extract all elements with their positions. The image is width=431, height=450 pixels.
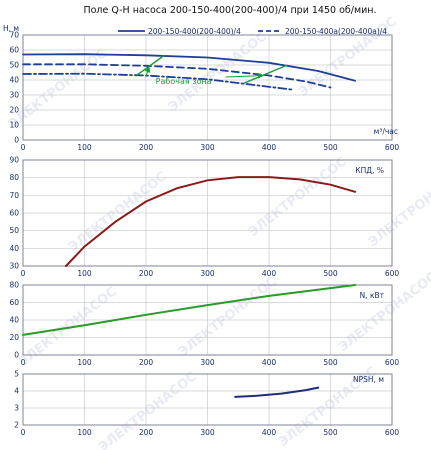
x-tick-label: 0: [21, 358, 26, 367]
x-tick-label: 500: [323, 269, 338, 278]
plot-frame: [22, 159, 393, 267]
legend-label: 200-150-400a(200-400a)/4: [285, 27, 387, 36]
y-tick-label: 40: [9, 316, 19, 325]
y-tick-label: 40: [9, 244, 19, 253]
y-tick-label: 10: [9, 121, 19, 130]
y-tick-label: 50: [9, 226, 19, 235]
y-tick-label: 0: [14, 136, 19, 145]
y-tick-label: 20: [9, 333, 19, 342]
series-line: [234, 386, 320, 398]
y-tick-label: 90: [9, 156, 19, 165]
x-tick-label: 200: [139, 269, 154, 278]
panel-q-h: 0 10 20 30 40 50 60 70 0 100 200 300 400 500 600 H, м м³…: [3, 24, 399, 152]
series-line: [22, 284, 357, 336]
x-tick-label: 500: [323, 428, 338, 437]
y-tick-label: 40: [9, 76, 19, 85]
y-tick-label: 60: [9, 209, 19, 218]
panel-npsh: 2 3 4 5 0 100 200 300 400 500 600 NPSH, м: [14, 370, 399, 438]
y-tick-label: 60: [9, 298, 19, 307]
y-tick-label: 3: [14, 404, 19, 413]
x-axis-label: м³/час: [374, 127, 398, 136]
work-zone-arrow: [225, 72, 264, 79]
x-tick-label: 600: [385, 143, 400, 152]
work-zone-boundary: [136, 54, 165, 76]
series-line: [65, 176, 357, 267]
x-tick-label: 400: [262, 428, 277, 437]
series-label: КПД, %: [355, 166, 384, 175]
x-tick-label: 400: [262, 143, 277, 152]
plot-frame: [22, 34, 393, 141]
x-tick-label: 300: [200, 428, 215, 437]
series-line: [22, 63, 332, 89]
x-tick-label: 300: [200, 358, 215, 367]
x-tick-label: 200: [139, 428, 154, 437]
panel-efficiency: 30 40 50 60 70 80 90 0 100 200 300 400 500 600 КПД, %: [9, 156, 399, 279]
x-tick-label: 400: [262, 269, 277, 278]
y-tick-label: 30: [9, 91, 19, 100]
y-tick-label: 2: [14, 421, 19, 430]
y-axis-label: H, м: [3, 24, 19, 33]
y-tick-label: 50: [9, 61, 19, 70]
y-tick-label: 60: [9, 46, 19, 55]
y-tick-label: 5: [14, 370, 19, 379]
y-tick-label: 20: [9, 106, 19, 115]
x-tick-label: 400: [262, 358, 277, 367]
legend-label: 200-150-400(200-400)/4: [148, 27, 241, 36]
x-tick-label: 0: [21, 269, 26, 278]
x-tick-label: 100: [77, 269, 92, 278]
y-tick-label: 4: [14, 387, 19, 396]
x-tick-label: 600: [385, 269, 400, 278]
x-tick-label: 600: [385, 358, 400, 367]
x-tick-label: 500: [323, 358, 338, 367]
series-line: [22, 53, 356, 82]
x-tick-label: 500: [323, 143, 338, 152]
x-tick-label: 0: [21, 428, 26, 437]
x-tick-label: 100: [77, 358, 92, 367]
chart-title: Поле Q-H насоса 200-150-400(200-400)/4 п…: [83, 5, 376, 16]
series-label: NPSH, м: [353, 375, 384, 384]
work-zone-boundary: [244, 64, 288, 84]
legend: 200-150-400(200-400)/4 200-150-400a(200-4…: [118, 27, 387, 36]
y-tick-label: 70: [9, 191, 19, 200]
panel-power: 0 20 40 60 80 0 100 200 300 400 500 600 N, кВт: [9, 281, 399, 368]
plot-frame: [22, 284, 393, 356]
series-label: N, кВт: [360, 291, 385, 300]
y-tick-label: 80: [9, 173, 19, 182]
x-tick-label: 200: [139, 358, 154, 367]
plot-frame: [22, 373, 393, 426]
work-zone-arrow: [144, 66, 151, 78]
x-tick-label: 0: [21, 143, 26, 152]
x-tick-label: 300: [200, 269, 215, 278]
x-tick-label: 100: [77, 143, 92, 152]
y-tick-label: 30: [9, 262, 19, 271]
series-line: [22, 72, 295, 91]
y-tick-label: 70: [9, 31, 19, 40]
y-tick-label: 0: [14, 351, 19, 360]
y-tick-label: 80: [9, 281, 19, 290]
x-tick-label: 600: [385, 428, 400, 437]
x-tick-label: 300: [200, 143, 215, 152]
x-tick-label: 200: [139, 143, 154, 152]
x-tick-label: 100: [77, 428, 92, 437]
work-zone-label: Рабочая зона: [156, 77, 212, 86]
